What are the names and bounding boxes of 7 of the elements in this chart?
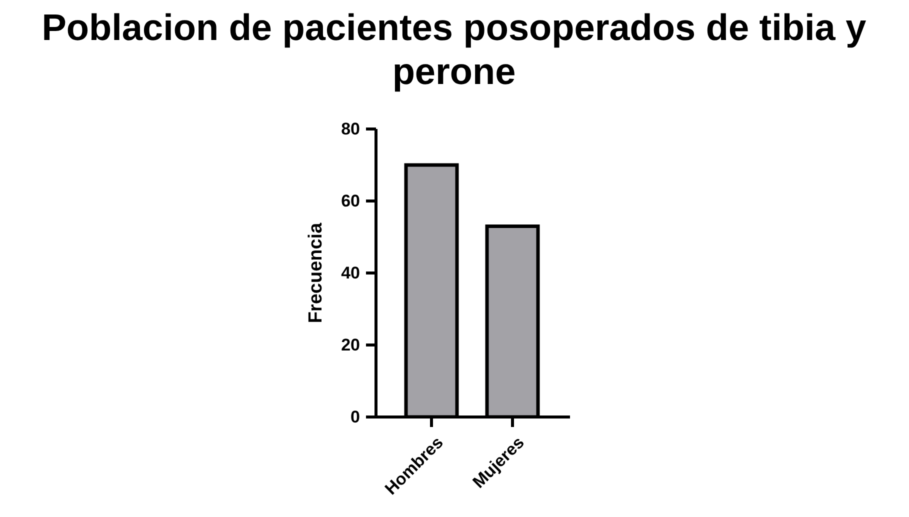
y-tick-label: 40	[341, 264, 360, 282]
y-axis-title: Frecuencia	[306, 222, 326, 324]
y-tick-label: 80	[341, 120, 360, 138]
chart-title: Poblacion de pacientes posoperados de tibia y perone	[40, 6, 868, 94]
y-tick-label: 60	[341, 192, 360, 210]
y-tick-label: 0	[350, 408, 360, 426]
y-tick-label: 20	[341, 336, 360, 354]
